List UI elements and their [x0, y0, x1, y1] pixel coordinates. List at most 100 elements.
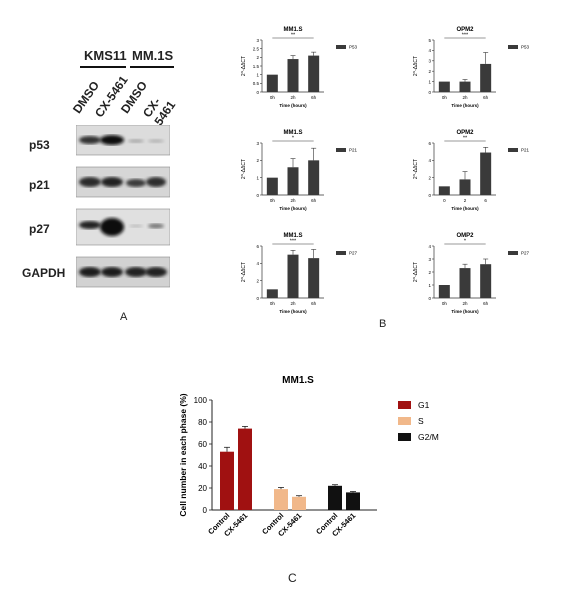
x-axis-label: Time (hours) [279, 206, 307, 211]
qpcr-chart-mm1s-p27: MM1.S 0 2 4 6 2^-ΔΔCT 0h 2h 6h Time (hours) *** P27 [241, 233, 358, 314]
bar [266, 289, 278, 298]
y-tick-label: 6 [428, 141, 431, 146]
x-axis-label: Time (hours) [451, 206, 479, 211]
y-tick-label: 0 [256, 90, 259, 95]
legend-swatch [398, 401, 411, 409]
y-tick-label: 0 [203, 506, 208, 515]
bar [287, 254, 299, 298]
y-tick-label: 3 [256, 38, 259, 43]
band [146, 177, 166, 187]
legend-swatch [508, 45, 518, 49]
blot-group-mm1s: MM.1S [132, 48, 174, 63]
legend-label: P27 [349, 251, 358, 256]
y-tick-label: 1.5 [253, 64, 260, 69]
qpcr-chart-opm2-p53: OPM2 0 1 2 3 4 5 2^-ΔΔCT 0h 2h 6h Time (hours) *** P5… [413, 27, 530, 108]
bar [287, 167, 299, 195]
x-tick-label: 2h [290, 95, 296, 100]
x-tick-label: 6h [311, 95, 317, 100]
bar [266, 74, 278, 92]
band [148, 139, 164, 143]
legend-label: G2/M [418, 432, 439, 442]
chart-title: MM1.S [283, 130, 302, 136]
bar [308, 160, 320, 195]
bar [459, 268, 471, 298]
legend-label: P21 [521, 148, 530, 153]
y-tick-label: 2 [256, 278, 259, 283]
y-tick-label: 40 [198, 462, 207, 471]
chart-title: OPM2 [456, 27, 474, 33]
chart-title: MM1.S [282, 375, 314, 386]
bar [459, 81, 471, 92]
legend-label: P27 [521, 251, 530, 256]
blot-row-label-p53: p53 [29, 138, 50, 152]
y-tick-label: 60 [198, 440, 207, 449]
y-tick-label: 2 [256, 158, 259, 163]
y-tick-label: 4 [428, 158, 431, 163]
y-tick-label: 0 [428, 193, 431, 198]
bar [308, 258, 320, 298]
blot-row-label-gapdh: GAPDH [22, 266, 66, 280]
qpcr-chart-mm1s-p21: MM1.S 0 1 2 3 2^-ΔΔCT 0h 2h 6h Time (hours) * P21 [241, 130, 358, 211]
band [129, 224, 143, 228]
y-tick-label: 4 [428, 48, 431, 53]
blot-row-label-p27: p27 [29, 222, 50, 236]
bar [480, 264, 492, 298]
significance-stars: * [464, 239, 467, 245]
bar [238, 428, 252, 510]
legend-label: P53 [349, 45, 358, 50]
x-tick-label: 0h [442, 95, 448, 100]
bar [459, 179, 471, 195]
y-axis-label: 2^-ΔΔCT [413, 56, 419, 76]
legend-swatch [398, 417, 411, 425]
x-tick-label: 2h [462, 95, 468, 100]
band [128, 139, 144, 143]
significance-stars: *** [462, 33, 469, 39]
band [79, 267, 101, 277]
chart-title: MM1.S [283, 27, 302, 33]
y-axis-label: 2^-ΔΔCT [413, 262, 419, 282]
panel-label-b: B [379, 318, 387, 330]
chart-title: OPM2 [456, 130, 474, 136]
x-tick-label: 0 [443, 198, 446, 203]
y-tick-label: 0 [428, 90, 431, 95]
y-axis-label: 2^-ΔΔCT [241, 159, 247, 179]
bar [438, 81, 450, 92]
y-tick-label: 1 [256, 72, 259, 77]
y-tick-label: 0 [428, 296, 431, 301]
significance-stars: ** [463, 136, 468, 142]
panel-label-a: A [120, 311, 128, 323]
legend-label: G1 [418, 400, 430, 410]
y-tick-label: 4 [256, 261, 259, 266]
qpcr-chart-opm2-p21: OPM2 0 2 4 6 2^-ΔΔCT 0 2 6 Time (hours) ** P21 [413, 130, 530, 211]
y-tick-label: 80 [198, 418, 207, 427]
blot-group-underline [130, 66, 174, 68]
legend-label: P21 [349, 148, 358, 153]
significance-stars: *** [290, 239, 297, 245]
y-tick-label: 0.5 [253, 81, 260, 86]
bar [480, 152, 492, 195]
x-tick-label: 0h [442, 301, 448, 306]
x-axis-label: Time (hours) [279, 103, 307, 108]
y-axis-label: Cell number in each phase (%) [178, 393, 188, 516]
x-tick-label: 2h [290, 198, 296, 203]
bar [274, 489, 288, 510]
y-tick-label: 1 [256, 175, 259, 180]
x-axis-label: Time (hours) [451, 309, 479, 314]
legend-label: P53 [521, 45, 530, 50]
y-tick-label: 20 [198, 484, 207, 493]
cell-cycle-chart: MM1.S 0 20 40 60 80 100 Cell number in each pha… [178, 375, 439, 538]
bar [438, 186, 450, 195]
y-tick-label: 2 [428, 69, 431, 74]
blot-bands [76, 125, 170, 288]
legend-swatch [336, 251, 346, 255]
x-tick-label: 0h [270, 301, 276, 306]
x-tick-label: 6 [484, 198, 487, 203]
band [145, 267, 167, 277]
blot-group-underline [80, 66, 126, 68]
y-tick-label: 3 [256, 141, 259, 146]
bar [308, 55, 320, 92]
y-tick-label: 4 [428, 244, 431, 249]
x-axis-label: Time (hours) [279, 309, 307, 314]
x-tick-label: 0h [270, 95, 276, 100]
qpcr-chart-mm1s-p53: MM1.S 0 0.5 1 1.5 2 2.5 3 2^-ΔΔCT 0h 2h 6h Time (hou… [241, 27, 358, 108]
